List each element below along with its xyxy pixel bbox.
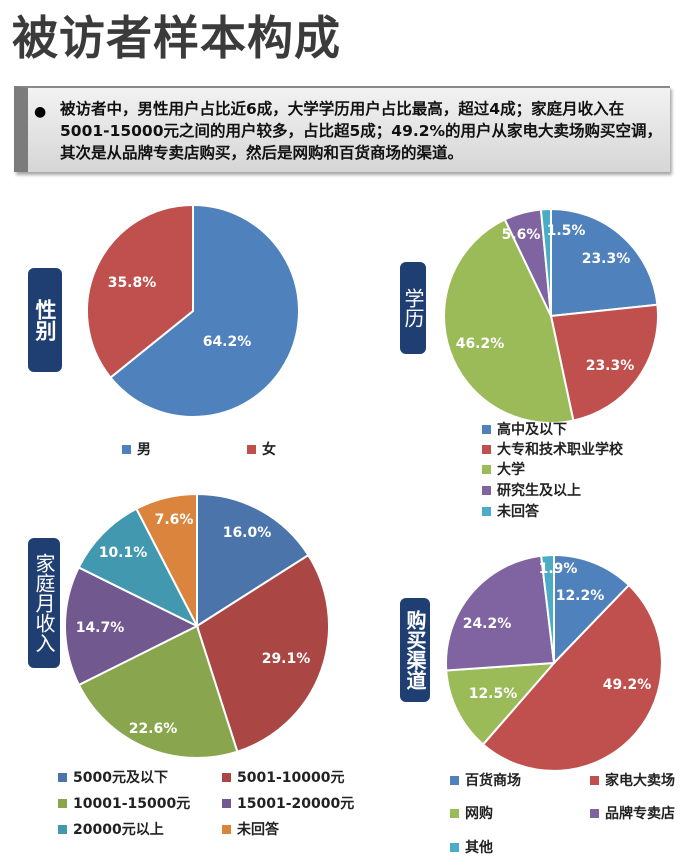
income-legend-item-1: 5001-10000元 — [222, 767, 344, 787]
income-legend-swatch-2 — [58, 798, 67, 808]
summary-text: 被访者中，男性用户占比近6成，大学学历用户占比最高，超过4成；家庭月收入在500… — [60, 100, 663, 162]
channel-legend-label-4: 其他 — [465, 840, 493, 856]
gender-slice-1 — [86, 203, 194, 379]
education-legend-item-3: 研究生及以上 — [482, 480, 581, 500]
channel-legend-swatch-2 — [450, 808, 459, 818]
channel-legend-item-1: 家电大卖场 — [590, 770, 675, 790]
gender-slice-0 — [109, 203, 300, 418]
education-legend-swatch-3 — [482, 485, 491, 495]
gender-data-label-0: 64.2% — [203, 334, 252, 350]
channel-legend-swatch-0 — [450, 775, 459, 785]
education-legend-label-0: 高中及以下 — [497, 422, 567, 438]
education-slice-4 — [539, 207, 552, 317]
education-legend-swatch-0 — [482, 424, 491, 434]
gender-legend-item-1: 女 — [247, 439, 276, 459]
gender-legend-label-0: 男 — [137, 442, 151, 458]
channel-legend-item-0: 百货商场 — [450, 770, 521, 790]
income-slice-1 — [195, 553, 330, 753]
income-legend-label-2: 10001-15000元 — [73, 796, 191, 812]
income-legend-label-5: 未回答 — [237, 822, 279, 838]
section-label-channel: 购买渠道 — [400, 598, 430, 702]
bullet-icon: ● — [34, 104, 47, 120]
section-label-income: 家庭月收入 — [28, 538, 60, 668]
channel-legend-item-3: 品牌专卖店 — [590, 803, 675, 823]
income-legend-item-5: 未回答 — [222, 819, 279, 839]
income-data-label-3: 14.7% — [76, 620, 125, 636]
education-data-label-3: 5.6% — [502, 227, 541, 243]
channel-legend-label-1: 家电大卖场 — [605, 773, 675, 789]
channel-legend-label-2: 网购 — [465, 806, 493, 822]
education-slice-2 — [443, 218, 575, 424]
income-legend-label-4: 20000元以上 — [73, 822, 164, 838]
income-data-label-5: 7.6% — [155, 512, 194, 528]
gender-legend-item-0: 男 — [122, 439, 151, 459]
education-legend-item-2: 大学 — [482, 459, 525, 479]
channel-slice-3 — [445, 554, 556, 672]
education-data-label-0: 23.3% — [582, 251, 631, 267]
channel-data-label-4: 1.9% — [539, 561, 578, 577]
channel-legend-swatch-4 — [450, 842, 459, 852]
education-legend-label-2: 大学 — [497, 462, 525, 478]
channel-legend-label-3: 品牌专卖店 — [605, 806, 675, 822]
income-legend-swatch-0 — [58, 772, 67, 782]
channel-slice-0 — [553, 553, 631, 666]
channel-slice-1 — [481, 583, 663, 772]
education-legend-item-0: 高中及以下 — [482, 419, 567, 439]
income-data-label-1: 29.1% — [262, 651, 311, 667]
income-legend-item-0: 5000元及以下 — [58, 767, 168, 787]
income-slice-5 — [135, 492, 198, 627]
education-legend-item-4: 未回答 — [482, 501, 539, 521]
education-data-label-1: 23.3% — [586, 358, 635, 374]
channel-data-label-1: 49.2% — [603, 677, 652, 693]
income-data-label-2: 22.6% — [129, 721, 178, 737]
education-slice-0 — [550, 207, 659, 318]
education-slice-1 — [549, 303, 659, 422]
section-label-gender: 性别 — [28, 268, 62, 372]
income-slice-3 — [64, 566, 200, 687]
gender-legend-swatch-0 — [122, 444, 131, 454]
income-legend-item-4: 20000元以上 — [58, 819, 164, 839]
summary-box: ● 被访者中，男性用户占比近6成，大学学历用户占比最高，超过4成；家庭月收入在5… — [14, 86, 670, 172]
income-legend-label-0: 5000元及以下 — [73, 770, 168, 786]
education-legend-swatch-4 — [482, 506, 491, 516]
gender-legend-swatch-1 — [247, 444, 256, 454]
income-legend-swatch-1 — [222, 772, 231, 782]
income-legend-swatch-3 — [222, 798, 231, 808]
income-legend-item-2: 10001-15000元 — [58, 793, 190, 813]
channel-legend-item-4: 其他 — [450, 837, 493, 857]
education-legend-swatch-1 — [482, 444, 491, 454]
income-slice-0 — [196, 492, 310, 628]
channel-legend-swatch-3 — [590, 808, 599, 818]
income-slice-4 — [77, 507, 200, 629]
channel-slice-2 — [445, 661, 557, 746]
gender-legend-label-1: 女 — [262, 442, 276, 458]
page-title: 被访者样本构成 — [12, 11, 341, 65]
income-slice-2 — [77, 624, 239, 759]
income-data-label-4: 10.1% — [99, 545, 148, 561]
channel-slice-4 — [540, 553, 555, 664]
channel-legend-item-2: 网购 — [450, 803, 493, 823]
income-legend-item-3: 15001-20000元 — [222, 793, 354, 813]
education-legend-label-3: 研究生及以上 — [497, 483, 581, 499]
income-data-label-0: 16.0% — [223, 525, 272, 541]
channel-legend-swatch-1 — [590, 775, 599, 785]
income-legend-swatch-5 — [222, 824, 231, 834]
channel-legend-label-0: 百货商场 — [465, 773, 521, 789]
income-legend-swatch-4 — [58, 824, 67, 834]
gender-data-label-1: 35.8% — [108, 275, 157, 291]
channel-data-label-0: 12.2% — [556, 588, 605, 604]
education-data-label-2: 46.2% — [456, 336, 505, 352]
section-label-education: 学历 — [400, 262, 426, 354]
education-data-label-4: 1.5% — [547, 223, 586, 239]
education-legend-swatch-2 — [482, 464, 491, 474]
income-legend-label-1: 5001-10000元 — [237, 770, 345, 786]
education-legend-label-1: 大专和技术职业学校 — [497, 442, 623, 458]
income-legend-label-3: 15001-20000元 — [237, 796, 355, 812]
education-legend-label-4: 未回答 — [497, 504, 539, 520]
education-legend-item-1: 大专和技术职业学校 — [482, 439, 623, 459]
channel-data-label-2: 12.5% — [469, 686, 518, 702]
channel-data-label-3: 24.2% — [463, 616, 512, 632]
